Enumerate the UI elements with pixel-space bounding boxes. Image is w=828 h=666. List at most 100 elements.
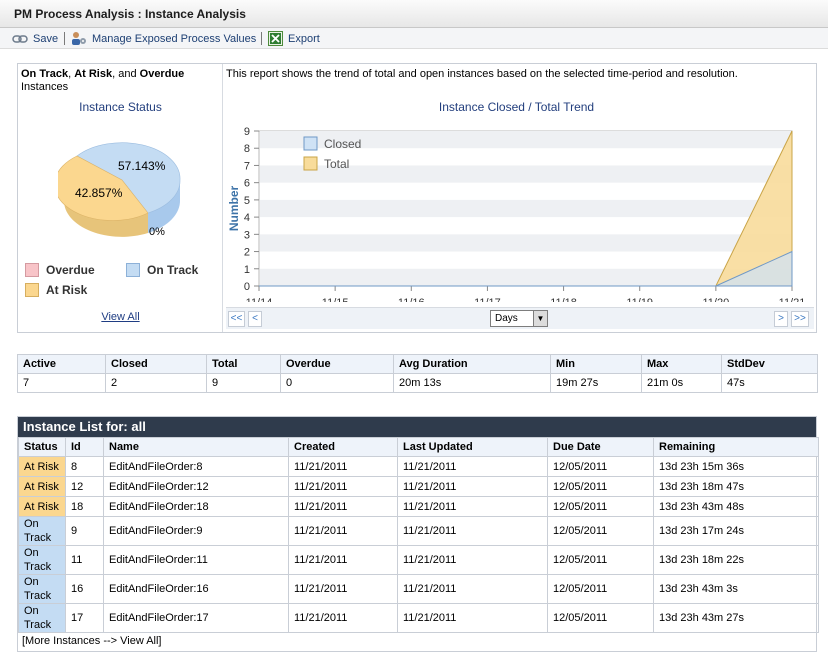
stats-value-cell: 21m 0s [641, 373, 722, 393]
heading-instances: Instances [21, 81, 69, 93]
export-button[interactable]: Export [268, 31, 320, 46]
cell-due: 12/05/2011 [547, 496, 654, 517]
stats-value-cell: 2 [105, 373, 207, 393]
legend-label: At Risk [46, 283, 88, 297]
cell-remaining: 13d 23h 43m 48s [653, 496, 819, 517]
cell-created: 11/21/2011 [288, 516, 398, 546]
legend-swatch-on-track [126, 263, 140, 277]
page-title: PM Process Analysis : Instance Analysis [14, 7, 246, 21]
stats-value-cell: 0 [280, 373, 394, 393]
cell-created: 11/21/2011 [288, 456, 398, 477]
status-badge: At Risk [18, 456, 66, 477]
pie-label-overdue: 0% [149, 226, 165, 238]
column-header[interactable]: Due Date [547, 437, 654, 457]
x-tick-label: 11/20 [702, 297, 729, 302]
column-header[interactable]: Id [65, 437, 104, 457]
stats-header-row: Active Closed Total Overdue Avg Duration Min M… [17, 354, 818, 374]
cell-updated: 11/21/2011 [397, 456, 548, 477]
cell-name: EditAndFileOrder:18 [103, 496, 289, 517]
cell-id: 17 [65, 603, 104, 633]
y-tick-label: 4 [244, 212, 250, 224]
table-row[interactable]: At Risk 8 EditAndFileOrder:8 11/21/2011 11/2… [18, 456, 819, 477]
stats-header-cell: Avg Duration [393, 354, 551, 374]
last-period-button[interactable]: >> [791, 311, 809, 327]
stats-value-cell: 20m 13s [393, 373, 551, 393]
pie-label-on-track: 57.143% [118, 159, 166, 173]
resolution-select[interactable]: Days ▼ [490, 310, 548, 327]
y-tick-label: 2 [244, 247, 250, 259]
instance-table: Status Id Name Created Last Updated Due Date R… [18, 437, 819, 633]
pie-title: Instance Status [79, 100, 162, 114]
stats-header-cell: Active [17, 354, 106, 374]
cell-id: 8 [65, 456, 104, 477]
cell-created: 11/21/2011 [288, 476, 398, 497]
column-header[interactable]: Last Updated [397, 437, 548, 457]
cell-due: 12/05/2011 [547, 476, 654, 497]
next-period-button[interactable]: > [774, 311, 788, 327]
stats-header-cell: Closed [105, 354, 207, 374]
cell-id: 11 [65, 545, 104, 575]
cell-updated: 11/21/2011 [397, 574, 548, 604]
cell-updated: 11/21/2011 [397, 496, 548, 517]
legend-swatch-total [303, 156, 318, 171]
stats-header-cell: Min [550, 354, 642, 374]
table-row[interactable]: On Track 16 EditAndFileOrder:16 11/21/2011 1… [18, 574, 819, 604]
heading-separator: , [68, 68, 75, 80]
resolution-value: Days [495, 313, 518, 324]
cell-created: 11/21/2011 [288, 574, 398, 604]
cell-due: 12/05/2011 [547, 456, 654, 477]
pie-label-at-risk: 42.857% [75, 186, 123, 200]
table-row[interactable]: On Track 9 EditAndFileOrder:9 11/21/2011 11/… [18, 516, 819, 546]
previous-period-button[interactable]: < [248, 311, 262, 327]
status-badge: At Risk [18, 496, 66, 517]
stats-value-cell: 7 [17, 373, 106, 393]
save-button[interactable]: Save [12, 31, 58, 46]
manage-label: Manage Exposed Process Values [92, 32, 257, 45]
toolbar-divider [261, 32, 262, 45]
cell-created: 11/21/2011 [288, 603, 398, 633]
cell-remaining: 13d 23h 18m 47s [653, 476, 819, 497]
table-row[interactable]: On Track 17 EditAndFileOrder:17 11/21/2011 1… [18, 603, 819, 633]
legend-label-total: Total [324, 157, 349, 171]
instance-table-body: At Risk 8 EditAndFileOrder:8 11/21/2011 11/2… [18, 456, 819, 633]
manage-exposed-values-button[interactable]: Manage Exposed Process Values [71, 31, 256, 46]
report-panel: On Track, At Risk, and Overdue Instances… [17, 63, 817, 333]
more-instances-link[interactable]: [More Instances --> View All] [22, 635, 162, 647]
trend-section: This report shows the trend of total and… [224, 64, 816, 332]
cell-remaining: 13d 23h 15m 36s [653, 456, 819, 477]
stats-header-cell: StdDev [721, 354, 818, 374]
view-all-link[interactable]: View All [101, 311, 140, 323]
save-label: Save [33, 32, 59, 45]
grid-band [260, 199, 791, 218]
cell-name: EditAndFileOrder:17 [103, 603, 289, 633]
x-tick-label: 11/16 [398, 297, 425, 302]
chevron-down-icon[interactable]: ▼ [533, 311, 547, 326]
column-header[interactable]: Name [103, 437, 289, 457]
cell-updated: 11/21/2011 [397, 603, 548, 633]
column-header[interactable]: Created [288, 437, 398, 457]
y-tick-label: 0 [244, 281, 250, 293]
cell-name: EditAndFileOrder:8 [103, 456, 289, 477]
y-tick-label: 7 [244, 160, 250, 172]
first-period-button[interactable]: << [228, 311, 245, 327]
legend-label: On Track [147, 263, 199, 277]
table-row[interactable]: At Risk 12 EditAndFileOrder:12 11/21/2011 11… [18, 476, 819, 497]
cell-remaining: 13d 23h 17m 24s [653, 516, 819, 546]
column-header[interactable]: Status [18, 437, 66, 457]
link-icon [12, 34, 28, 43]
column-header[interactable]: Remaining [653, 437, 819, 457]
cell-id: 16 [65, 574, 104, 604]
toolbar-divider [64, 32, 65, 45]
legend-swatch-at-risk [25, 283, 39, 297]
instance-list-title: Instance List for: all [18, 417, 816, 437]
window-title-bar: PM Process Analysis : Instance Analysis [0, 0, 828, 28]
grid-band [260, 268, 791, 286]
instance-header-row: Status Id Name Created Last Updated Due Date R… [18, 437, 819, 457]
stats-table-wrapper: Active Closed Total Overdue Avg Duration Min M… [17, 354, 818, 393]
stats-value-cell: 9 [206, 373, 281, 393]
table-row[interactable]: On Track 11 EditAndFileOrder:11 11/21/2011 1… [18, 545, 819, 575]
cell-created: 11/21/2011 [288, 545, 398, 575]
table-row[interactable]: At Risk 18 EditAndFileOrder:18 11/21/2011 11… [18, 496, 819, 517]
x-tick-label: 11/14 [246, 297, 273, 302]
cell-name: EditAndFileOrder:11 [103, 545, 289, 575]
